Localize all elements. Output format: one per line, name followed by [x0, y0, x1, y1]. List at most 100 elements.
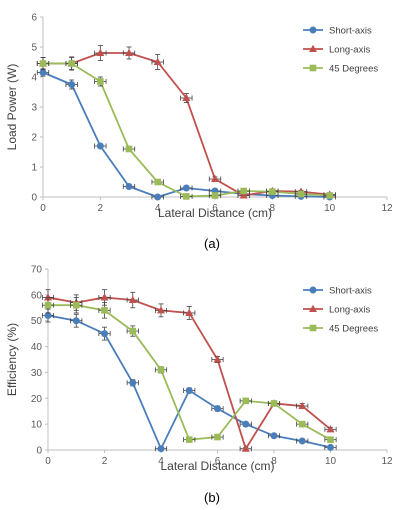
y-tick-label: 1: [31, 163, 37, 174]
data-point: [327, 443, 334, 451]
legend-marker: [309, 286, 317, 294]
data-point: [125, 48, 133, 56]
data-point: [153, 57, 162, 65]
series-line: [47, 314, 331, 451]
series-line: [42, 71, 330, 198]
legend-label: 45 Degrees: [329, 324, 378, 335]
y-tick-label: 0: [31, 193, 37, 204]
data-point: [97, 78, 104, 85]
data-point: [211, 174, 219, 182]
data-point: [298, 437, 306, 445]
data-point: [239, 191, 248, 199]
data-point: [96, 48, 105, 56]
data-point: [96, 142, 104, 150]
legend-entry: 45 Degrees: [303, 324, 378, 335]
y-tick-label: 70: [31, 265, 43, 276]
x-tick-label: 6: [212, 203, 218, 214]
legend-label: Long-axis: [329, 45, 370, 56]
data-point: [214, 405, 221, 413]
y-tick-label: 4: [31, 73, 37, 84]
legend-label: 45 Degrees: [329, 64, 378, 75]
data-point: [157, 306, 165, 314]
x-tick-label: 4: [158, 456, 164, 467]
data-point: [154, 178, 161, 186]
data-point: [211, 192, 219, 199]
legend-marker: [309, 44, 317, 52]
chart-1: 0 10 20 30 40 50 60 70 0 2 4 6 8 10 12 Lateral Distance…: [5, 265, 393, 506]
series-long-axis: [41, 289, 337, 452]
y-tick-label: 3: [31, 103, 37, 114]
series-line: [43, 52, 330, 197]
data-point: [241, 444, 250, 452]
data-point: [125, 145, 133, 153]
x-tick-label: 2: [98, 203, 104, 214]
data-point: [39, 60, 47, 67]
x-tick-label: 0: [45, 456, 51, 467]
data-point: [298, 420, 306, 428]
data-point: [44, 293, 52, 301]
data-point: [68, 60, 75, 67]
y-axis-label: Efficiency (%): [5, 323, 19, 396]
data-point: [183, 193, 190, 200]
y-tick-label: 6: [31, 13, 37, 24]
legend-marker: [309, 64, 317, 72]
data-point: [326, 192, 333, 199]
data-point: [326, 425, 335, 433]
y-tick-label: 40: [31, 342, 43, 353]
x-tick-label: 10: [324, 203, 336, 214]
y-tick-label: 5: [31, 43, 37, 54]
data-point: [185, 436, 193, 443]
data-point: [44, 301, 52, 309]
data-point: [214, 433, 221, 441]
series-short-axis: [41, 308, 337, 453]
data-point: [101, 307, 108, 314]
y-tick-label: 20: [31, 394, 43, 405]
data-point: [270, 432, 278, 440]
data-point: [157, 445, 165, 453]
data-point: [298, 401, 307, 410]
legend-marker: [309, 324, 317, 332]
legend-label: Short-axis: [329, 286, 372, 297]
data-point: [101, 330, 108, 338]
data-point: [44, 312, 52, 320]
y-tick-label: 10: [31, 420, 43, 431]
chart-caption: (b): [204, 490, 220, 505]
data-point: [72, 301, 80, 309]
data-point: [213, 355, 222, 363]
x-axis-label: Lateral Distance (cm): [160, 459, 274, 473]
data-point: [185, 387, 193, 395]
data-point: [182, 93, 191, 101]
data-point: [242, 397, 250, 405]
data-point: [157, 366, 165, 374]
data-point: [125, 183, 133, 190]
legend-entry: Long-axis: [303, 45, 370, 56]
data-point: [129, 327, 137, 335]
chart-caption: (a): [204, 236, 220, 251]
data-point: [39, 69, 47, 76]
data-point: [154, 193, 162, 201]
x-tick-label: 6: [215, 456, 221, 467]
legend-label: Long-axis: [329, 305, 370, 316]
data-point: [269, 188, 276, 195]
series-line: [47, 296, 332, 451]
series-45-degrees: [41, 297, 337, 443]
series-long-axis: [36, 45, 336, 199]
x-tick-label: 10: [325, 456, 337, 467]
series-line: [43, 62, 330, 198]
y-tick-label: 2: [31, 133, 37, 144]
series-line: [48, 304, 331, 441]
data-point: [270, 400, 278, 407]
x-axis-label: Lateral Distance (cm): [158, 206, 272, 220]
data-point: [297, 190, 305, 198]
legend-label: Short-axis: [329, 26, 372, 37]
x-tick-label: 8: [271, 456, 277, 467]
x-tick-label: 2: [102, 456, 108, 467]
y-tick-label: 50: [31, 316, 43, 327]
legend-marker: [309, 304, 317, 312]
x-tick-label: 12: [381, 203, 393, 214]
data-point: [185, 308, 194, 316]
x-tick-label: 12: [381, 456, 393, 467]
data-point: [242, 420, 250, 428]
